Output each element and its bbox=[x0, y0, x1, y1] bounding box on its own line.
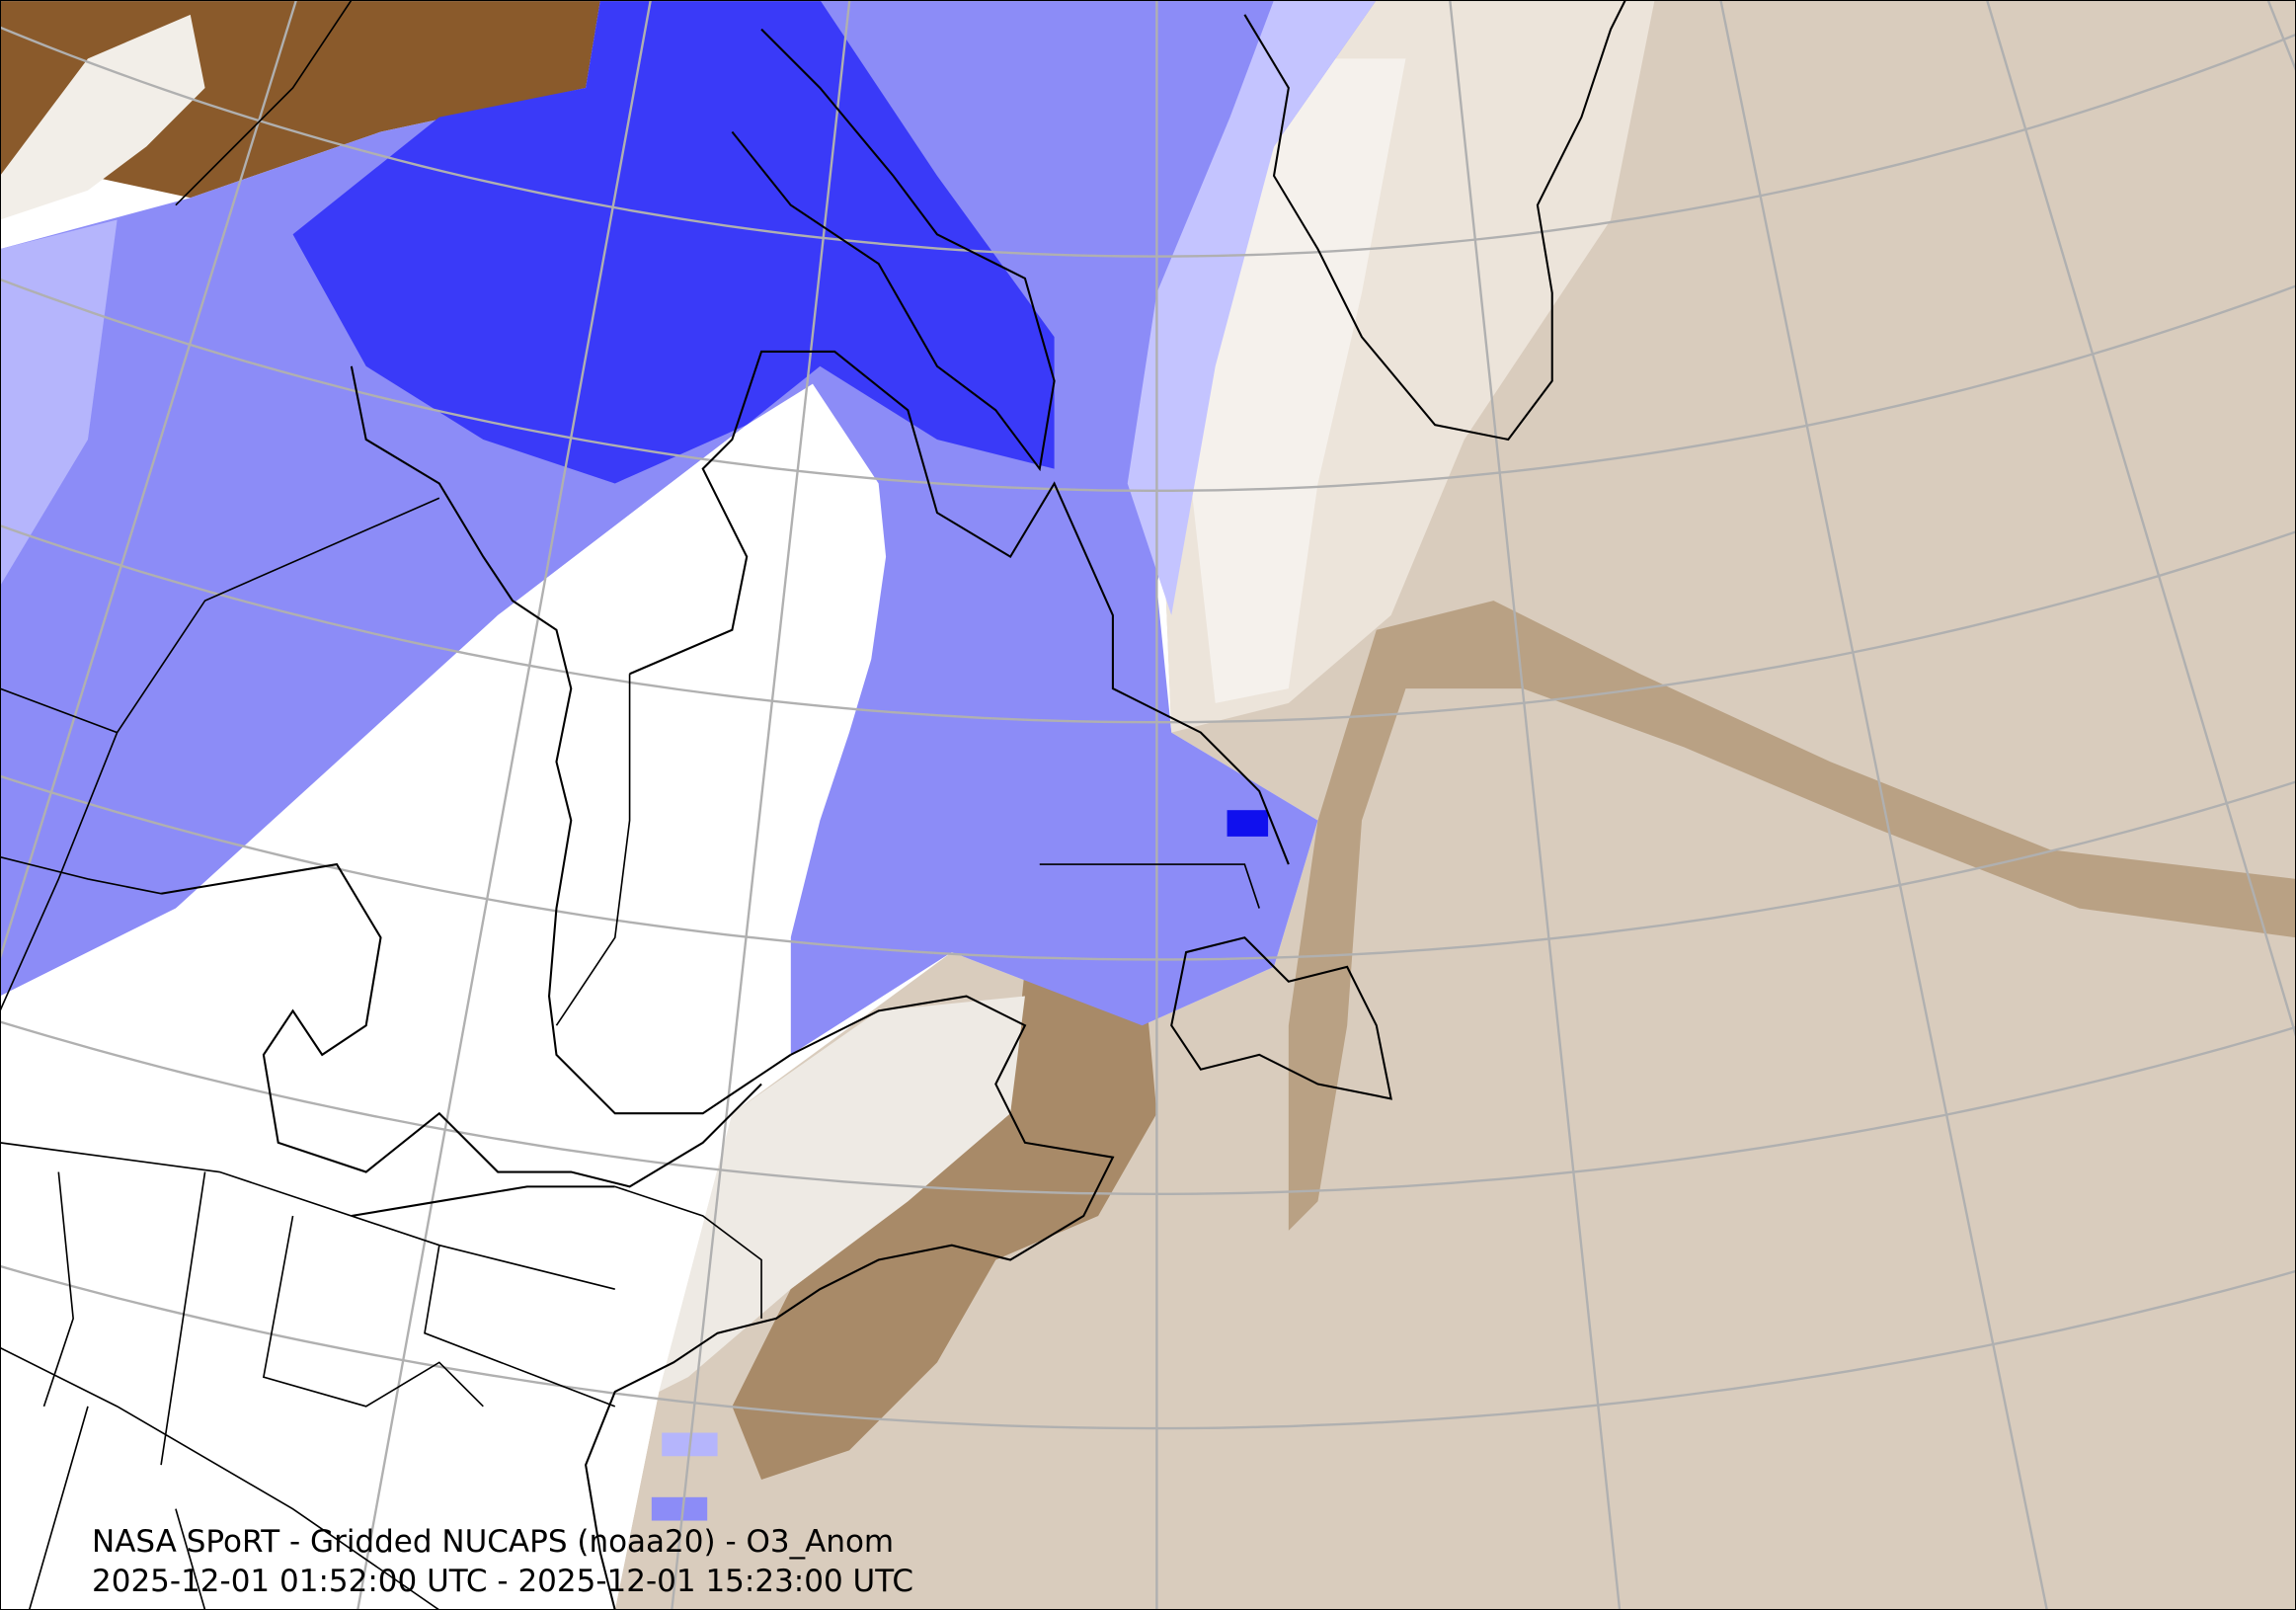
longitude-line bbox=[0, 0, 298, 959]
atlantic-coast bbox=[585, 995, 1115, 1610]
province-borders bbox=[0, 0, 1260, 1026]
latitude-line bbox=[0, 774, 2296, 961]
newfoundland-coast bbox=[1170, 936, 1392, 1100]
map-time-range: 2025-12-01 01:52:00 UTC - 2025-12-01 15:… bbox=[92, 1564, 913, 1599]
longitude-line bbox=[356, 0, 652, 1610]
longitude-line bbox=[671, 0, 851, 1610]
no-data-region bbox=[0, 383, 887, 1610]
latitude-line bbox=[0, 26, 2296, 258]
greenland-coast bbox=[1243, 0, 1626, 442]
longitude-line bbox=[1985, 0, 2296, 1037]
neutral-coastal-band bbox=[659, 996, 1025, 1393]
longitude-line bbox=[1719, 0, 2048, 1610]
great-lakes-coast bbox=[160, 862, 762, 1218]
us-state-borders bbox=[0, 1142, 616, 1610]
latitude-line bbox=[0, 278, 2296, 493]
longitude-line bbox=[1449, 0, 1622, 1610]
neutral-corner-patch bbox=[0, 14, 205, 220]
latitude-line bbox=[0, 1020, 2296, 1195]
negative-anomaly-light-edge bbox=[1127, 0, 1377, 615]
positive-anomaly-ridge bbox=[1288, 601, 2296, 1231]
longitude-line bbox=[2266, 0, 2296, 71]
negative-anomaly-pixel-sw2 bbox=[651, 1496, 708, 1521]
negative-anomaly-strong bbox=[292, 0, 1055, 484]
political-borders bbox=[0, 0, 1260, 1610]
baffin-coast bbox=[731, 28, 1056, 472]
coastlines bbox=[160, 0, 1626, 1610]
hudson-bay-coast bbox=[350, 365, 792, 1115]
positive-anomaly-patch bbox=[732, 952, 1157, 1480]
map-title: NASA SPoRT - Gridded NUCAPS (noaa20) - O… bbox=[92, 1524, 895, 1560]
negative-anomaly-pixel bbox=[1227, 810, 1269, 837]
latitude-line bbox=[0, 1264, 2296, 1430]
us-canada-border bbox=[0, 855, 762, 1319]
latitude-line bbox=[0, 524, 2296, 724]
ungava-coast bbox=[629, 350, 1290, 865]
